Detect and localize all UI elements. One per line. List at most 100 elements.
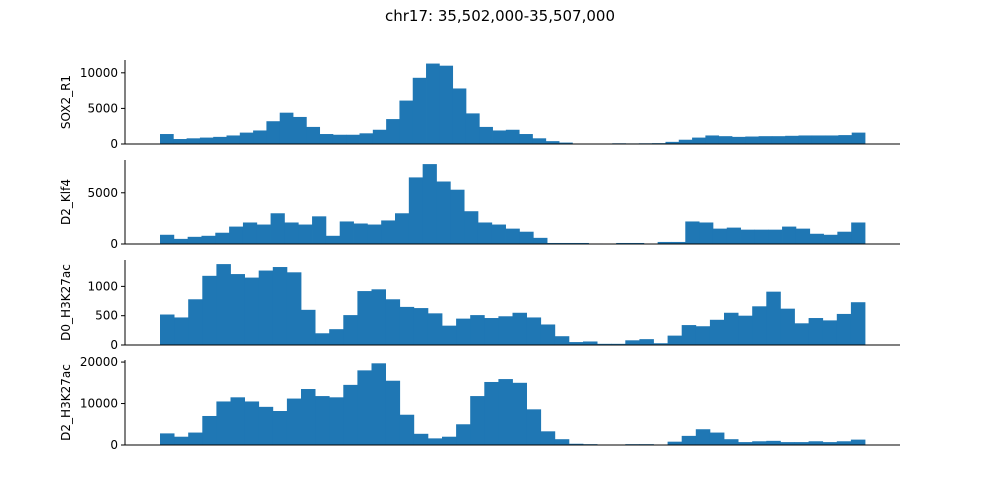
y-tick-label: 10000 xyxy=(80,397,118,411)
bar xyxy=(353,223,368,244)
figure-title: chr17: 35,502,000-35,507,000 xyxy=(385,7,615,25)
bar xyxy=(160,433,175,445)
bar xyxy=(738,442,753,445)
bar xyxy=(780,442,795,445)
bar xyxy=(653,343,668,345)
bar xyxy=(838,135,853,144)
bar xyxy=(808,318,824,345)
bar xyxy=(229,226,244,244)
y-tick-label: 0 xyxy=(110,438,118,452)
bar xyxy=(230,397,245,445)
bar xyxy=(371,363,386,445)
bar xyxy=(413,308,429,345)
bar xyxy=(456,318,471,345)
panel-2: 0 500 1000 D0_H3K27ac xyxy=(59,260,900,352)
bar xyxy=(427,313,443,345)
bar xyxy=(160,134,174,144)
bar xyxy=(173,238,189,244)
bar xyxy=(339,221,354,244)
bar xyxy=(547,242,562,244)
bar xyxy=(851,132,866,144)
bar xyxy=(657,241,672,244)
y-tick-label: 0 xyxy=(110,137,118,151)
bar xyxy=(270,213,285,244)
bar xyxy=(470,396,485,445)
bar xyxy=(681,435,697,445)
bar xyxy=(477,222,493,244)
bar xyxy=(371,289,386,345)
panel-0: 0 5000 10000 SOX2_R1 xyxy=(59,60,900,151)
bar xyxy=(630,242,645,244)
bar xyxy=(202,275,217,345)
bar xyxy=(825,135,839,144)
bar xyxy=(554,439,570,445)
bar xyxy=(512,382,527,445)
panels: 0 5000 10000 SOX2_R1 0 5000 D2_Klf4 0 500 1000 D0_… xyxy=(59,60,900,452)
bar xyxy=(492,130,507,144)
bar xyxy=(574,242,589,244)
bar xyxy=(399,414,415,445)
y-tick-label: 20000 xyxy=(80,355,118,369)
bar xyxy=(422,164,437,244)
bar xyxy=(427,438,443,445)
bar xyxy=(332,134,347,144)
bar xyxy=(325,235,341,244)
bar xyxy=(372,129,387,144)
bar xyxy=(484,318,499,345)
bar xyxy=(293,116,307,144)
bar xyxy=(436,181,451,244)
bar xyxy=(526,409,542,445)
bar xyxy=(616,242,631,244)
bar xyxy=(836,441,852,445)
bar xyxy=(695,326,711,345)
bar xyxy=(709,319,725,345)
bar xyxy=(412,77,427,144)
bar xyxy=(692,137,706,144)
bar xyxy=(465,113,480,144)
bar xyxy=(312,216,327,244)
bar xyxy=(216,401,231,445)
bar xyxy=(253,130,267,144)
bar xyxy=(201,235,216,244)
bar xyxy=(740,229,755,244)
bar xyxy=(794,323,809,345)
bar xyxy=(319,134,334,144)
bar xyxy=(188,432,203,445)
bar xyxy=(174,317,189,345)
bar xyxy=(456,424,471,445)
bar xyxy=(745,136,759,144)
y-tick-label: 500 xyxy=(95,309,118,323)
bar xyxy=(639,339,654,345)
y-tick-label: 5000 xyxy=(87,186,118,200)
bar xyxy=(554,336,570,345)
bar xyxy=(771,136,786,144)
bar xyxy=(258,406,274,445)
bar xyxy=(851,222,866,244)
bar xyxy=(279,112,294,144)
bar xyxy=(343,384,358,445)
bar xyxy=(785,135,799,144)
bar xyxy=(226,135,241,144)
bar xyxy=(199,137,214,144)
bar xyxy=(272,267,288,345)
y-axis-label: D2_Klf4 xyxy=(59,179,73,225)
bar xyxy=(758,136,773,144)
bar xyxy=(545,141,560,144)
bar xyxy=(512,312,527,345)
bar xyxy=(315,396,330,445)
bar xyxy=(597,343,612,345)
bar xyxy=(230,274,245,345)
bar xyxy=(752,441,767,445)
bar xyxy=(822,442,838,445)
bar xyxy=(329,397,344,445)
bar xyxy=(667,335,683,345)
bar xyxy=(809,233,824,244)
y-axis-label: D2_H3K27ac xyxy=(59,364,73,441)
bar xyxy=(681,325,697,345)
bar xyxy=(625,340,640,345)
bar xyxy=(795,228,811,244)
bar xyxy=(678,139,693,144)
bar xyxy=(395,213,410,244)
bar xyxy=(242,222,258,244)
